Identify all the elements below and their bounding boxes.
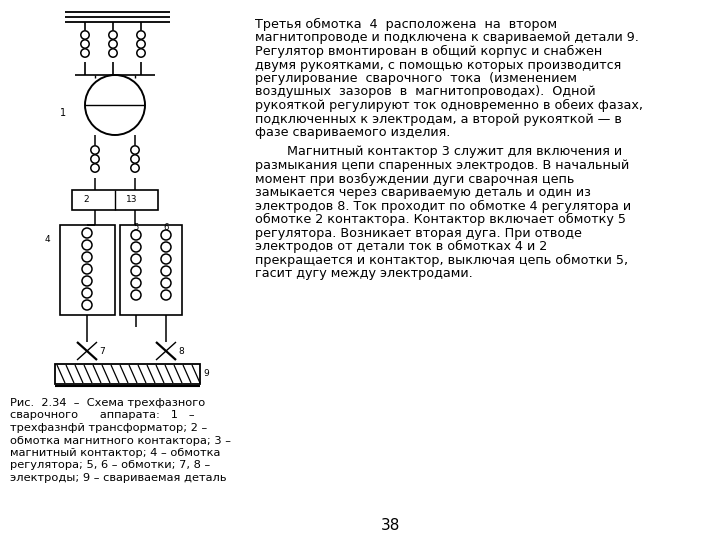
Circle shape (137, 31, 145, 39)
Text: 5: 5 (133, 222, 139, 232)
Circle shape (137, 40, 145, 48)
Circle shape (91, 155, 99, 163)
Circle shape (131, 146, 139, 154)
Circle shape (81, 49, 89, 57)
Text: Регулятор вмонтирован в общий корпус и снабжен: Регулятор вмонтирован в общий корпус и с… (255, 45, 602, 58)
Text: регулирование  сварочного  тока  (изменением: регулирование сварочного тока (изменение… (255, 72, 577, 85)
Circle shape (81, 31, 89, 39)
Circle shape (131, 278, 141, 288)
Text: регулятора. Возникает вторая дуга. При отводе: регулятора. Возникает вторая дуга. При о… (255, 226, 582, 240)
Circle shape (82, 240, 92, 250)
Circle shape (109, 49, 117, 57)
Text: замыкается через свариваемую деталь и один из: замыкается через свариваемую деталь и од… (255, 186, 591, 199)
Circle shape (91, 164, 99, 172)
Text: двумя рукоятками, с помощью которых производится: двумя рукоятками, с помощью которых прои… (255, 58, 621, 71)
Text: подключенных к электродам, а второй рукояткой — в: подключенных к электродам, а второй руко… (255, 112, 622, 125)
Text: Рис.  2.34  –  Схема трехфазного: Рис. 2.34 – Схема трехфазного (10, 398, 205, 408)
Circle shape (131, 290, 141, 300)
Circle shape (81, 40, 89, 48)
Circle shape (82, 264, 92, 274)
Text: сварочного      аппарата:   1   –: сварочного аппарата: 1 – (10, 410, 194, 421)
Circle shape (109, 31, 117, 39)
Circle shape (82, 300, 92, 310)
Circle shape (131, 254, 141, 264)
Text: 2: 2 (83, 195, 89, 205)
Text: Магнитный контактор 3 служит для включения и: Магнитный контактор 3 служит для включен… (255, 145, 622, 159)
Text: воздушных  зазоров  в  магнитопроводах).  Одной: воздушных зазоров в магнитопроводах). Од… (255, 85, 595, 98)
Circle shape (161, 242, 171, 252)
Text: 38: 38 (380, 518, 400, 533)
Text: 1: 1 (60, 108, 66, 118)
Text: 4: 4 (45, 235, 50, 245)
Circle shape (131, 230, 141, 240)
Text: размыкания цепи спаренных электродов. В начальный: размыкания цепи спаренных электродов. В … (255, 159, 629, 172)
Text: рукояткой регулируют ток одновременно в обеих фазах,: рукояткой регулируют ток одновременно в … (255, 99, 643, 112)
Text: электроды; 9 – свариваемая деталь: электроды; 9 – свариваемая деталь (10, 473, 227, 483)
Circle shape (131, 266, 141, 276)
Text: регулятора; 5, 6 – обмотки; 7, 8 –: регулятора; 5, 6 – обмотки; 7, 8 – (10, 461, 210, 470)
Circle shape (161, 266, 171, 276)
Text: 13: 13 (126, 195, 138, 205)
Text: 7: 7 (99, 347, 104, 355)
Circle shape (137, 49, 145, 57)
Text: трехфазнфй трансформатор; 2 –: трехфазнфй трансформатор; 2 – (10, 423, 207, 433)
Circle shape (109, 40, 117, 48)
Bar (72, 190, 158, 210)
Text: обмотке 2 контактора. Контактор включает обмотку 5: обмотке 2 контактора. Контактор включает… (255, 213, 626, 226)
Text: момент при возбуждении дуги сварочная цепь: момент при возбуждении дуги сварочная це… (255, 172, 575, 186)
Text: магнитный контактор; 4 – обмотка: магнитный контактор; 4 – обмотка (10, 448, 220, 458)
Circle shape (82, 288, 92, 298)
Circle shape (82, 276, 92, 286)
Bar (55, 364, 200, 384)
Text: электродов от детали ток в обмотках 4 и 2: электродов от детали ток в обмотках 4 и … (255, 240, 547, 253)
Bar (60, 225, 115, 315)
Circle shape (85, 75, 145, 135)
Text: магнитопроводе и подключена к свариваемой детали 9.: магнитопроводе и подключена к свариваемо… (255, 31, 639, 44)
Circle shape (161, 254, 171, 264)
Circle shape (131, 155, 139, 163)
Text: Третья обмотка  4  расположена  на  втором: Третья обмотка 4 расположена на втором (255, 18, 557, 31)
Text: обмотка магнитного контактора; 3 –: обмотка магнитного контактора; 3 – (10, 435, 231, 445)
Circle shape (161, 278, 171, 288)
Circle shape (161, 230, 171, 240)
Text: прекращается и контактор, выключая цепь обмотки 5,: прекращается и контактор, выключая цепь … (255, 253, 628, 267)
Text: электродов 8. Ток проходит по обмотке 4 регулятора и: электродов 8. Ток проходит по обмотке 4 … (255, 199, 631, 213)
Text: 9: 9 (203, 369, 209, 379)
Circle shape (131, 164, 139, 172)
Circle shape (161, 290, 171, 300)
Bar (120, 225, 182, 315)
Text: 6: 6 (163, 222, 168, 232)
Circle shape (131, 242, 141, 252)
Circle shape (82, 228, 92, 238)
Circle shape (82, 252, 92, 262)
Circle shape (91, 146, 99, 154)
Text: 8: 8 (178, 347, 184, 355)
Text: гасит дугу между электродами.: гасит дугу между электродами. (255, 267, 473, 280)
Text: фазе свариваемого изделия.: фазе свариваемого изделия. (255, 126, 451, 139)
